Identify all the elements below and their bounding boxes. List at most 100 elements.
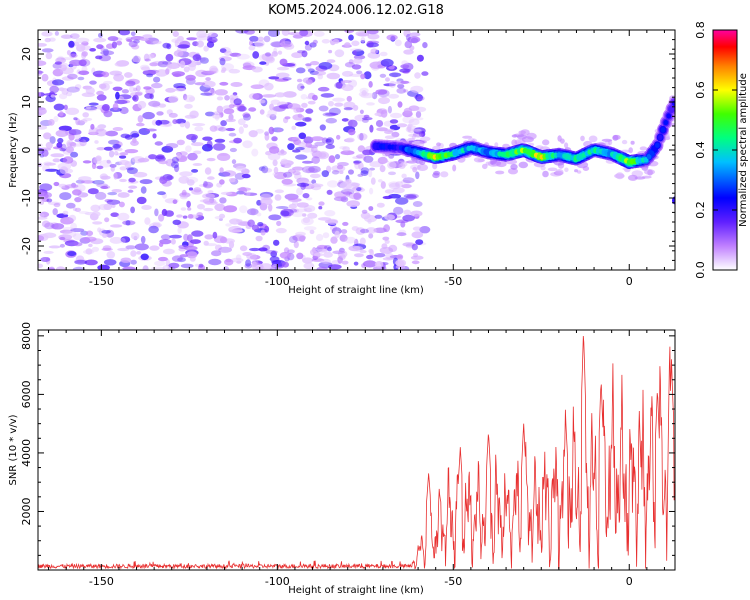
noise-cell (209, 125, 218, 132)
noise-cell (353, 160, 362, 164)
halo-cell (511, 139, 518, 146)
noise-cell (80, 180, 95, 184)
noise-cell (174, 39, 179, 48)
noise-cell (248, 130, 258, 138)
noise-cell (246, 191, 251, 196)
spectrogram-heatmap (38, 30, 675, 270)
noise-cell (326, 189, 333, 195)
noise-cell (60, 34, 73, 39)
noise-cell (192, 163, 203, 166)
noise-cell (191, 169, 199, 173)
noise-cell (307, 68, 315, 73)
noise-cell (185, 74, 196, 81)
noise-cell (186, 133, 198, 141)
noise-cell (95, 155, 102, 162)
noise-cell (91, 211, 101, 217)
noise-cell (111, 203, 116, 208)
noise-cell (188, 187, 194, 191)
noise-cell (158, 119, 170, 125)
noise-cell (203, 70, 217, 74)
noise-cell (408, 118, 420, 126)
noise-cell (120, 257, 132, 263)
noise-cell (341, 84, 354, 92)
noise-cell (298, 142, 307, 149)
noise-cell (110, 166, 116, 172)
noise-cell (247, 219, 255, 227)
noise-cell (172, 199, 178, 204)
noise-cell (365, 227, 377, 234)
noise-cell (250, 208, 256, 215)
noise-cell (237, 187, 252, 191)
noise-cell (393, 206, 404, 215)
noise-cell (236, 190, 245, 195)
snr-ticks: -150 -100 -50 0 2000 4000 6000 8000 (20, 322, 675, 588)
noise-cell (130, 250, 137, 257)
noise-cell (39, 183, 53, 191)
noise-cell (248, 45, 256, 51)
noise-cell (403, 49, 414, 55)
noise-cell (44, 37, 51, 43)
noise-cell (41, 48, 54, 53)
noise-cell (82, 160, 92, 164)
noise-cell (62, 210, 69, 215)
noise-cell (60, 57, 74, 61)
halo-cell (398, 163, 406, 169)
noise-cell (273, 166, 279, 174)
noise-cell (109, 164, 117, 168)
noise-cell (200, 92, 213, 96)
noise-cell (312, 39, 318, 45)
noise-cell (376, 127, 388, 132)
noise-cell (307, 212, 318, 219)
noise-cell (44, 162, 56, 166)
noise-cell (108, 150, 115, 158)
noise-cell (369, 124, 374, 133)
noise-cell (93, 37, 107, 43)
noise-cell (411, 231, 424, 239)
noise-cell (155, 69, 168, 77)
noise-cell (302, 166, 315, 174)
noise-cell (120, 236, 131, 243)
noise-cell (73, 233, 83, 241)
noise-cell (125, 80, 136, 87)
noise-cell (74, 197, 82, 203)
noise-cell (388, 171, 396, 176)
noise-cell (402, 214, 415, 222)
noise-cell (334, 230, 340, 239)
noise-cell (341, 229, 348, 234)
noise-cell (166, 109, 173, 115)
noise-cell (48, 245, 61, 249)
noise-cell (114, 72, 120, 77)
noise-cell (219, 57, 226, 66)
noise-cell (114, 61, 128, 67)
noise-cell (177, 44, 190, 49)
noise-cell (48, 201, 61, 206)
noise-cell (207, 32, 218, 38)
noise-cell (205, 77, 211, 81)
noise-cell (305, 142, 313, 148)
noise-cell (258, 99, 266, 104)
noise-cell (198, 33, 210, 38)
noise-cell (313, 182, 318, 187)
noise-cell (382, 257, 394, 261)
noise-cell (206, 157, 216, 162)
noise-cell (98, 204, 110, 211)
noise-cell (379, 165, 386, 173)
halo-cell (639, 146, 648, 151)
noise-cell (324, 245, 332, 250)
noise-cell (214, 138, 226, 143)
noise-cell (325, 144, 335, 150)
noise-cell (118, 159, 130, 166)
noise-cell (303, 205, 316, 213)
noise-cell (206, 41, 215, 48)
noise-cell (130, 206, 136, 214)
noise-cell (194, 126, 204, 132)
noise-cell (203, 207, 214, 212)
noise-cell (362, 117, 373, 121)
noise-cell (172, 119, 178, 125)
noise-cell (322, 112, 337, 117)
noise-cell (119, 166, 128, 171)
noise-cell (142, 34, 153, 39)
noise-cell (218, 127, 227, 132)
noise-cell (300, 94, 308, 100)
noise-cell (68, 129, 82, 136)
